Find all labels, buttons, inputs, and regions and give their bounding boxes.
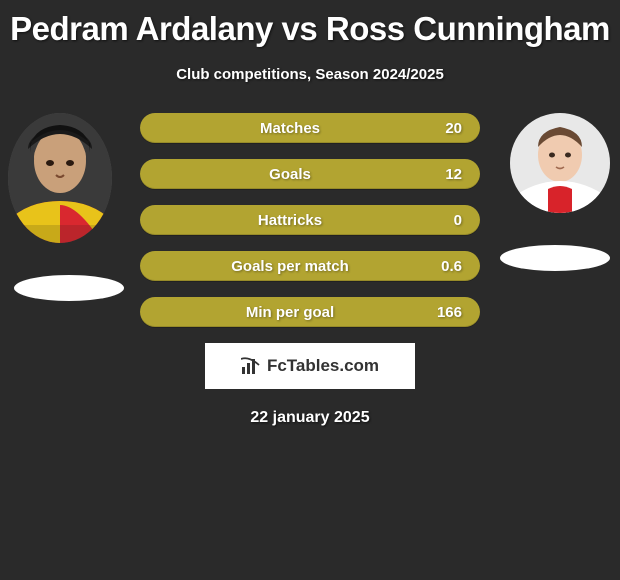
page-title: Pedram Ardalany vs Ross Cunningham — [0, 0, 620, 48]
stat-label: Min per goal — [246, 304, 334, 321]
infographic-date: 22 january 2025 — [0, 409, 620, 427]
stat-bar-matches: Matches 20 — [140, 113, 480, 143]
stat-label: Hattricks — [258, 212, 322, 229]
player-left-shadow — [14, 275, 124, 301]
stat-label: Goals per match — [231, 258, 349, 275]
stat-value: 166 — [422, 304, 462, 321]
player-right-shadow — [500, 245, 610, 271]
bar-chart-icon — [241, 357, 263, 375]
stat-label: Goals — [269, 166, 311, 183]
stat-bar-min-per-goal: Min per goal 166 — [140, 297, 480, 327]
stat-value: 12 — [422, 166, 462, 183]
logo-text: FcTables.com — [267, 356, 379, 376]
avatar-right-icon — [510, 113, 610, 213]
player-right-avatar — [510, 113, 610, 213]
fctables-logo: FcTables.com — [205, 343, 415, 389]
avatar-left-icon — [8, 113, 112, 243]
stat-bar-hattricks: Hattricks 0 — [140, 205, 480, 235]
stat-bar-goals: Goals 12 — [140, 159, 480, 189]
stat-value: 0.6 — [422, 258, 462, 275]
comparison-content: Matches 20 Goals 12 Hattricks 0 Goals pe… — [0, 113, 620, 427]
player-left-avatar — [8, 113, 112, 243]
stat-bar-goals-per-match: Goals per match 0.6 — [140, 251, 480, 281]
stat-value: 0 — [422, 212, 462, 229]
stat-label: Matches — [260, 120, 320, 137]
stat-bars: Matches 20 Goals 12 Hattricks 0 Goals pe… — [140, 113, 480, 327]
stat-value: 20 — [422, 120, 462, 137]
season-subtitle: Club competitions, Season 2024/2025 — [0, 66, 620, 83]
